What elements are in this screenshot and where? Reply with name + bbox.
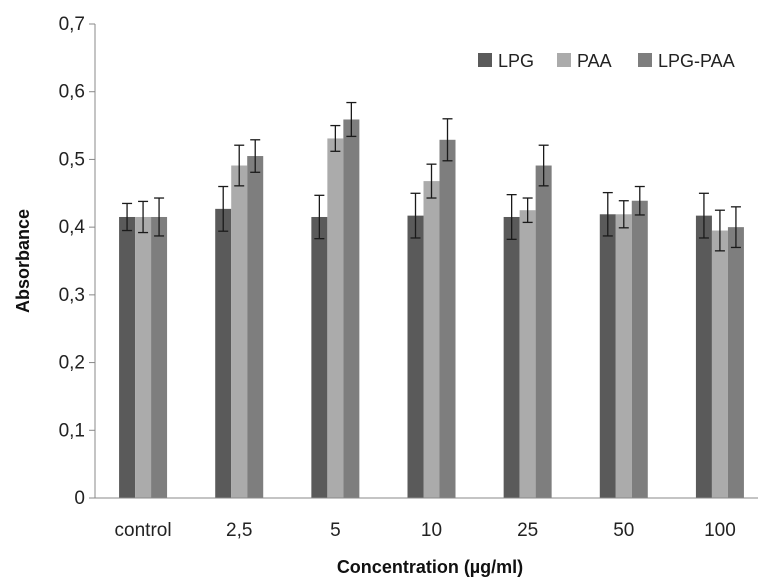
bar: [695, 215, 712, 499]
bar: [231, 165, 248, 498]
bar: [327, 138, 344, 499]
bar: [711, 230, 728, 498]
bar: [519, 210, 536, 498]
x-tick-label: 100: [704, 520, 736, 541]
y-tick-label: 0,3: [59, 285, 85, 306]
x-tick-label: 5: [330, 520, 341, 541]
bar: [599, 214, 616, 498]
legend-swatch: [478, 53, 492, 67]
bar: [151, 216, 168, 498]
x-tick-label: 10: [421, 520, 442, 541]
bar: [343, 119, 360, 498]
y-tick-label: 0: [74, 488, 85, 509]
legend-swatch: [557, 53, 571, 67]
x-tick-label: 25: [517, 520, 538, 541]
bar: [615, 214, 632, 498]
y-axis-title: Absorbance: [13, 209, 33, 313]
x-axis-title: Concentration (µg/ml): [337, 557, 523, 577]
y-tick-label: 0,1: [59, 420, 85, 441]
x-tick-label: 50: [613, 520, 634, 541]
bar: [119, 216, 136, 498]
legend-label: PAA: [577, 51, 612, 71]
x-tick-label: 2,5: [226, 520, 252, 541]
bar: [631, 200, 648, 498]
x-tick-label: control: [115, 520, 172, 541]
bar: [247, 156, 264, 499]
legend-label: LPG-PAA: [658, 51, 735, 71]
bar: [439, 139, 456, 498]
bar: [535, 165, 552, 498]
y-tick-label: 0,2: [59, 353, 85, 374]
bar: [135, 216, 152, 498]
bar: [727, 227, 744, 498]
y-tick-label: 0,7: [59, 14, 85, 35]
legend-label: LPG: [498, 51, 534, 71]
y-tick-label: 0,4: [59, 217, 86, 238]
legend-swatch: [638, 53, 652, 67]
y-tick-label: 0,6: [59, 82, 85, 103]
bar: [423, 181, 440, 498]
bar: [407, 215, 424, 499]
bar: [311, 216, 328, 498]
bar: [215, 208, 232, 499]
legend: LPG PAA LPG-PAA: [478, 51, 735, 71]
bar: [503, 216, 520, 498]
y-tick-label: 0,5: [59, 149, 85, 170]
axes: 0 0,1 0,2 0,3 0,4 0,5 0,6 0,7 control 2,5 5 10 25 50 1…: [59, 14, 758, 541]
plot-area: [119, 101, 744, 499]
